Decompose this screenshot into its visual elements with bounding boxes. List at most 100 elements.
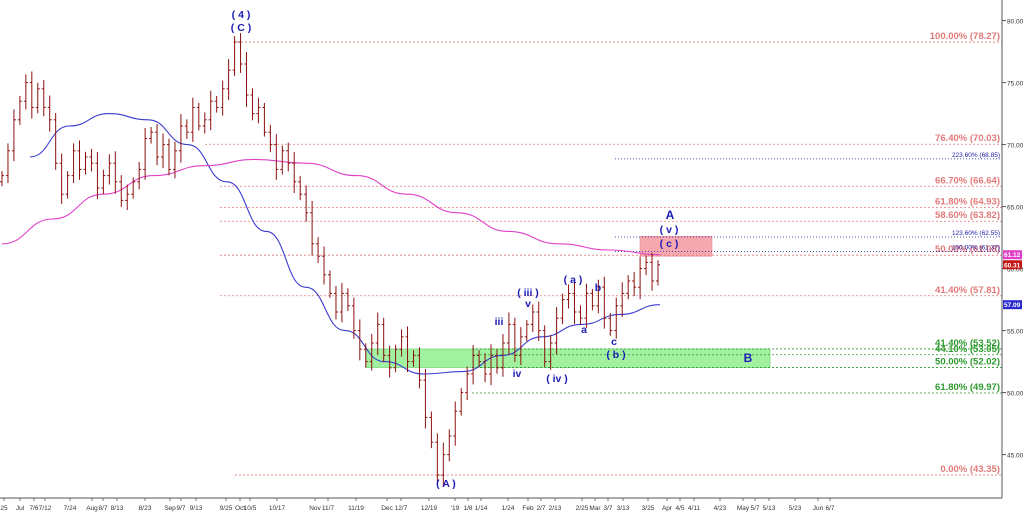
x-tick-label: 11/7 — [322, 505, 335, 512]
fib-level-label: 50.00% (52.02) — [935, 357, 1000, 368]
x-tick-label: 3/25 — [642, 505, 655, 512]
fib-level-label: 0.00% (43.35) — [940, 464, 1000, 475]
x-tick-label: 8/7 — [98, 505, 107, 512]
x-tick-label: 7/12 — [39, 505, 52, 512]
current-price-tag-bg — [1003, 260, 1022, 270]
x-tick-label: 7/6 — [29, 505, 38, 512]
wave-label: ( 4 ) — [232, 9, 251, 21]
fib-level-label: 44.10% (53.05) — [935, 344, 1000, 355]
x-tick-label: Feb — [522, 505, 534, 512]
x-tick-label: 6/7 — [825, 505, 834, 512]
moving-average-layer — [1, 113, 661, 375]
ma-magenta-tag: 61.12 — [1004, 252, 1021, 259]
x-tick-label: 2/13 — [549, 505, 562, 512]
x-tick-label: Dec — [381, 505, 393, 512]
x-tick-label: 2/25 — [576, 505, 589, 512]
x-tick-label: 1/14 — [475, 505, 488, 512]
x-tick-label: Jul — [16, 505, 25, 512]
wave-label: ( C ) — [231, 22, 251, 34]
wave-label-layer: ( 4 )( C ) ( A ) iii iv ( iii )v ( iv ) ( a ) a… — [231, 9, 753, 490]
wave-label: ( c ) — [660, 238, 679, 250]
x-tick-label: 9/25 — [220, 505, 233, 512]
ma-blue-tag-bg — [1003, 300, 1022, 310]
wave-label: ( v ) — [660, 224, 679, 236]
wave-label: v — [525, 298, 531, 310]
x-tick-label: 11/19 — [348, 505, 364, 512]
y-tick-label: 60.00 — [1007, 267, 1024, 274]
x-tick-label: 10/17 — [269, 505, 286, 512]
fib-level-label: 50.00% (61.08) — [935, 244, 1000, 255]
fib-level-label: 41.40% (57.81) — [935, 285, 1000, 296]
support-zone — [365, 348, 771, 368]
wave-label: iv — [513, 368, 522, 380]
y-tick-label: 55.00 — [1007, 329, 1024, 336]
x-tick-label: 4/11 — [688, 505, 701, 512]
x-tick-label: 9/7 — [176, 505, 185, 512]
x-tick-label: Oct — [235, 505, 245, 512]
wave-label: c — [611, 336, 617, 348]
y-tick-label: 65.00 — [1007, 205, 1024, 212]
x-tick-label: 1/8 — [463, 505, 472, 512]
fib-level-label: 41.40% (53.52) — [935, 338, 1000, 349]
y-tick-label: 50.00 — [1007, 391, 1024, 398]
wave-label: ( A ) — [436, 478, 456, 490]
x-tick-label: 2/7 — [536, 505, 545, 512]
x-tick-label: 10/5 — [244, 505, 257, 512]
y-axis: 45.00 50.00 55.00 60.00 65.00 70.00 75.00 80.00… — [1001, 0, 1024, 498]
fib-level-label: 61.80% (64.93) — [935, 196, 1000, 207]
fib-level-label: 61.80% (49.97) — [935, 382, 1000, 393]
x-tick-label: 5/7 — [750, 505, 759, 512]
x-tick-label: 25 — [0, 505, 8, 512]
wave-label: A — [666, 208, 675, 222]
ma-blue-tag: 57.09 — [1004, 302, 1021, 309]
x-tick-label: 5/13 — [763, 505, 776, 512]
x-tick-label: Sep — [164, 505, 176, 512]
x-tick-label: 3/7 — [603, 505, 612, 512]
x-tick-label: 8/13 — [111, 505, 124, 512]
wave-label: ( iii ) — [517, 287, 539, 299]
extension-level-label: 123.60% (62.55) — [952, 230, 1000, 237]
extension-level-label: 223.60% (68.85) — [952, 152, 1000, 159]
x-tick-label: 9/13 — [190, 505, 203, 512]
price-candles — [0, 33, 660, 487]
x-tick-label: 12/7 — [395, 505, 408, 512]
x-tick-label: Aug — [86, 505, 98, 512]
x-tick-label: 12/19 — [421, 505, 438, 512]
x-tick-label: Nov — [309, 505, 321, 512]
blue-moving-average — [29, 113, 661, 375]
x-axis: 25 Jul 7/6 7/12 7/24 Aug 8/7 8/13 8/23 Sep 9/7 9/13… — [0, 497, 1002, 512]
wave-label: b — [595, 282, 601, 294]
wave-label: ( a ) — [564, 274, 583, 286]
y-tick-label: 45.00 — [1007, 453, 1024, 460]
fib-level-label: 66.70% (66.64) — [935, 175, 1000, 186]
fib-level-label: 76.40% (70.03) — [935, 133, 1000, 144]
x-tick-label: Apr — [662, 505, 673, 512]
fib-level-label: 100.00% (78.27) — [930, 31, 1000, 42]
x-tick-label: 4/5 — [675, 505, 684, 512]
wave-label: a — [581, 324, 587, 336]
x-tick-label: 5/23 — [789, 505, 802, 512]
x-tick-label: 1/24 — [502, 505, 515, 512]
x-tick-label: 4/23 — [714, 505, 727, 512]
wave-label: ( b ) — [606, 349, 625, 361]
fib-level-label: 58.60% (63.82) — [935, 210, 1000, 221]
y-tick-label: 70.00 — [1007, 143, 1024, 150]
wave-label: iii — [495, 316, 504, 328]
magenta-moving-average — [1, 158, 661, 256]
level-layer: 100.00% (78.27) 76.40% (70.03) 66.70% (66.… — [205, 31, 1002, 476]
wave-label: ( iv ) — [546, 373, 568, 385]
x-tick-label: May — [737, 505, 750, 512]
x-tick-label: 7/24 — [64, 505, 77, 512]
extension-level-label: 100.00% (61.37) — [952, 245, 1000, 252]
y-tick-label: 75.00 — [1007, 81, 1024, 88]
x-tick-label: 8/23 — [139, 505, 152, 512]
wave-label: B — [744, 351, 753, 365]
x-tick-label: 3/13 — [617, 505, 630, 512]
x-tick-label: Mar — [589, 505, 601, 512]
ma-magenta-tag-bg — [1003, 250, 1022, 260]
current-price-tag: 60.31 — [1004, 262, 1021, 269]
x-tick-label: '19 — [451, 505, 460, 512]
y-tick-label: 80.00 — [1007, 19, 1024, 26]
